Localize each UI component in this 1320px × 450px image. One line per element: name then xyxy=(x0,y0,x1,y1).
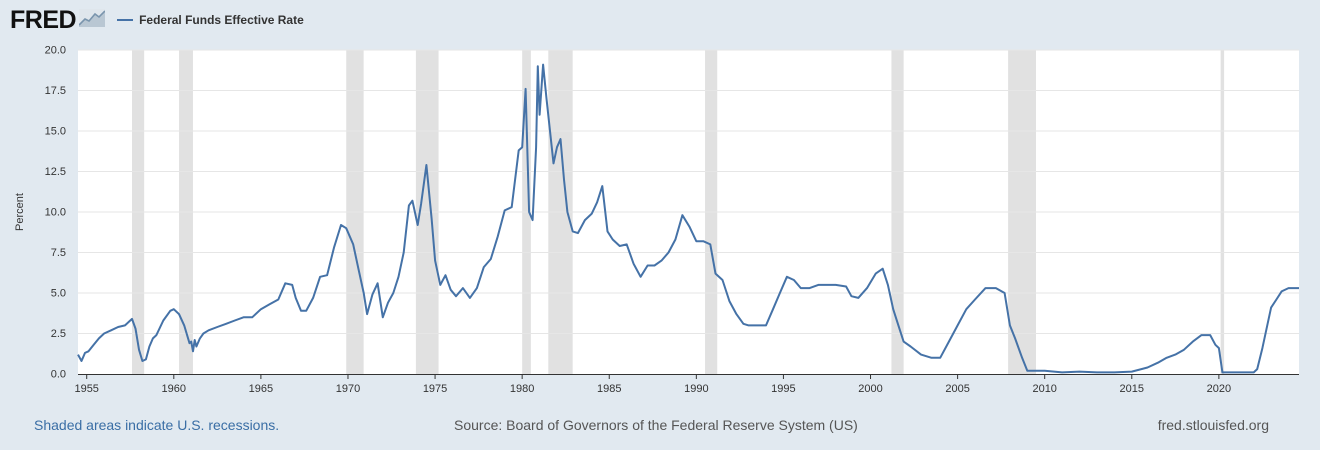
y-tick-label: 20.0 xyxy=(45,45,66,57)
x-tick-label: 1980 xyxy=(510,383,534,395)
y-tick-label: 12.5 xyxy=(45,166,66,178)
x-tick-label: 2005 xyxy=(945,383,969,395)
x-tick-label: 2000 xyxy=(858,383,882,395)
fred-logo[interactable]: FRED xyxy=(10,5,106,34)
x-tick-label: 1965 xyxy=(249,383,273,395)
y-axis-label: Percent xyxy=(14,193,26,231)
x-tick-label: 1960 xyxy=(162,383,186,395)
y-tick-label: 0.0 xyxy=(51,369,66,381)
y-tick-label: 15.0 xyxy=(45,126,66,138)
chart-header: FRED Federal Funds Effective Rate xyxy=(10,6,304,34)
chart-legend: Federal Funds Effective Rate xyxy=(117,13,304,27)
x-tick-label: 1995 xyxy=(771,383,795,395)
recession-note-link[interactable]: Shaded areas indicate U.S. recessions. xyxy=(34,417,280,433)
x-tick-label: 1985 xyxy=(597,383,621,395)
y-tick-label: 2.5 xyxy=(51,328,66,340)
y-tick-label: 17.5 xyxy=(45,85,66,97)
source-note: Source: Board of Governors of the Federa… xyxy=(454,417,858,433)
line-chart-icon xyxy=(78,8,106,32)
x-tick-label: 1955 xyxy=(74,383,98,395)
x-tick-label: 1970 xyxy=(336,383,360,395)
x-tick-label: 2020 xyxy=(1207,383,1231,395)
x-tick-label: 1990 xyxy=(684,383,708,395)
x-tick-label: 1975 xyxy=(423,383,447,395)
legend-swatch xyxy=(117,19,134,21)
x-tick-label: 2015 xyxy=(1120,383,1144,395)
legend-series-label: Federal Funds Effective Rate xyxy=(139,13,304,27)
series-line-fed-funds-rate xyxy=(77,63,1299,374)
y-tick-label: 10.0 xyxy=(45,207,66,219)
x-tick-label: 2010 xyxy=(1032,383,1056,395)
y-tick-label: 5.0 xyxy=(51,288,66,300)
y-tick-label: 7.5 xyxy=(51,247,66,259)
site-url: fred.stlouisfed.org xyxy=(1157,417,1269,433)
fred-logo-text: FRED xyxy=(10,5,77,34)
line-chart: 0.0 2.5 5.0 7.5 10.0 12.5 15.0 17.5 20.0 Percent 1… xyxy=(14,45,1299,395)
